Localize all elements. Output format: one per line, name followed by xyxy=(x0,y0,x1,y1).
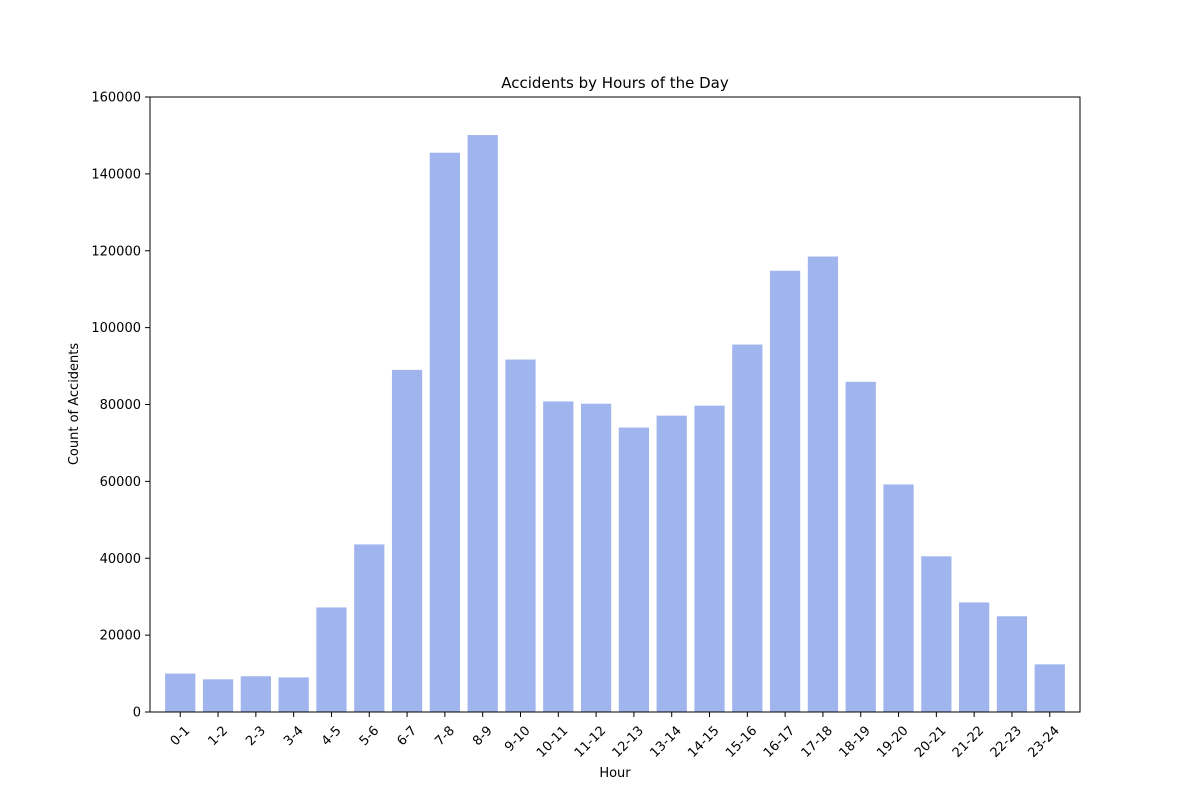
bar-18-19 xyxy=(845,381,876,712)
bar-4-5 xyxy=(316,607,347,712)
x-tick-label: 10-11 xyxy=(534,723,571,760)
x-tick-label: 21-22 xyxy=(950,723,987,760)
bar-8-9 xyxy=(467,135,498,713)
x-tick-label: 8-9 xyxy=(470,723,496,749)
x-tick-label: 1-2 xyxy=(205,723,231,749)
x-tick-label: 4-5 xyxy=(319,723,345,749)
chart-title: Accidents by Hours of the Day xyxy=(501,74,729,92)
x-tick-label: 17-18 xyxy=(799,723,836,760)
x-tick-label: 20-21 xyxy=(912,723,949,760)
y-tick-label: 160000 xyxy=(91,91,141,106)
x-tick-label: 5-6 xyxy=(357,723,383,749)
bar-19-20 xyxy=(883,484,914,712)
bar-12-13 xyxy=(618,427,650,712)
bar-2-3 xyxy=(240,676,271,712)
y-axis: 0 20000 40000 60000 80000 100000 120000 140000 1… xyxy=(91,91,150,721)
bar-16-17 xyxy=(770,270,801,712)
y-tick-label: 140000 xyxy=(91,167,141,182)
y-tick-label: 60000 xyxy=(100,475,141,490)
x-tick-label: 18-19 xyxy=(836,723,873,760)
bar-1-2 xyxy=(202,679,234,712)
bar-23-24 xyxy=(1034,664,1065,712)
bar-21-22 xyxy=(959,602,990,712)
plot-frame xyxy=(149,96,1081,713)
x-tick-label: 22-23 xyxy=(988,723,1025,760)
x-tick-label: 7-8 xyxy=(432,723,458,749)
x-tick-label: 16-17 xyxy=(761,723,798,760)
bar-22-23 xyxy=(996,616,1028,712)
bar-15-16 xyxy=(732,344,763,712)
y-tick-label: 100000 xyxy=(91,321,141,336)
bar-13-14 xyxy=(656,415,687,712)
bar-14-15 xyxy=(694,405,725,712)
x-axis: 0-1 1-2 2-3 3-4 4-5 5-6 6-7 7-8 8-9 9-10 10-11 11-1… xyxy=(168,712,1063,761)
y-tick-label: 120000 xyxy=(91,244,141,259)
bars-group xyxy=(165,135,1065,713)
bar-10-11 xyxy=(543,401,574,712)
y-axis-label: Count of Accidents xyxy=(67,343,82,466)
bar-9-10 xyxy=(505,359,536,712)
x-axis-label: Hour xyxy=(599,766,631,781)
x-tick-label: 11-12 xyxy=(572,723,609,760)
bar-5-6 xyxy=(354,544,385,712)
x-tick-label: 2-3 xyxy=(243,723,269,749)
x-tick-label: 15-16 xyxy=(723,723,760,760)
x-tick-label: 12-13 xyxy=(610,723,647,760)
bar-0-1 xyxy=(165,673,196,712)
y-tick-label: 0 xyxy=(133,706,141,721)
x-tick-label: 0-1 xyxy=(168,723,194,749)
bar-11-12 xyxy=(580,403,612,712)
bar-17-18 xyxy=(807,256,839,712)
y-tick-label: 80000 xyxy=(100,398,141,413)
x-tick-label: 19-20 xyxy=(874,723,911,760)
x-tick-label: 13-14 xyxy=(647,723,684,760)
x-tick-label: 3-4 xyxy=(281,723,307,749)
x-tick-label: 23-24 xyxy=(1025,723,1062,760)
bar-20-21 xyxy=(921,556,952,712)
bar-7-8 xyxy=(429,152,460,713)
bar-3-4 xyxy=(278,677,309,712)
y-tick-label: 40000 xyxy=(100,552,141,567)
x-tick-label: 14-15 xyxy=(685,723,722,760)
y-tick-label: 20000 xyxy=(100,629,141,644)
x-tick-label: 6-7 xyxy=(395,723,421,749)
bar-6-7 xyxy=(391,369,423,712)
x-tick-label: 9-10 xyxy=(502,723,533,754)
